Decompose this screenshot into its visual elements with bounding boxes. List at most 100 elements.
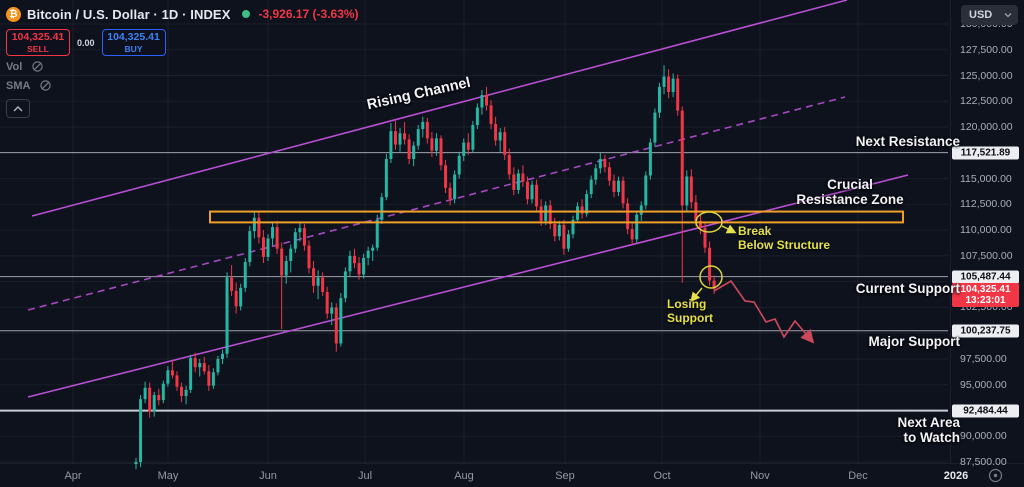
candle-body xyxy=(662,76,666,87)
price-tick-label: 122,500.00 xyxy=(960,95,1013,108)
candle-body xyxy=(498,132,502,141)
candle-body xyxy=(207,371,211,386)
candle-body xyxy=(380,197,384,220)
candle-body xyxy=(521,173,525,182)
candle-body xyxy=(143,387,147,400)
candle-body xyxy=(239,287,243,307)
candle-body xyxy=(403,133,407,140)
price-level-badge: 92,484.44 xyxy=(952,404,1019,418)
market-status-icon xyxy=(242,10,251,18)
candle-body xyxy=(184,389,188,397)
candle-body xyxy=(598,159,602,169)
time-axis-label: Jun xyxy=(259,470,277,482)
symbol-title[interactable]: Bitcoin / U.S. Dollar · 1D · INDEX xyxy=(27,6,231,22)
candle-body xyxy=(161,383,165,401)
candle-body xyxy=(289,248,293,262)
candle-body xyxy=(371,247,375,251)
time-axis-label: May xyxy=(157,470,179,482)
go-to-realtime-button[interactable] xyxy=(987,467,1004,484)
candle-body xyxy=(134,462,138,465)
annotation-line: to Watch xyxy=(903,430,961,445)
price-tick-label: 127,500.00 xyxy=(960,43,1013,56)
sma-indicator-label: SMA xyxy=(6,79,31,92)
candle-body xyxy=(325,291,329,314)
collapse-button[interactable] xyxy=(6,99,30,118)
annotation-line: Below Structure xyxy=(738,237,831,252)
indicator-row-sma: SMA xyxy=(6,77,359,94)
candle-body xyxy=(566,234,570,249)
annotation-line: Resistance Zone xyxy=(796,192,904,207)
time-axis-label: Aug xyxy=(454,470,474,482)
channel-line[interactable] xyxy=(31,0,848,217)
candle-body xyxy=(657,86,661,113)
candle-body xyxy=(680,110,684,206)
price-change: -3,926.17 (-3.63%) xyxy=(258,7,359,21)
buy-button[interactable]: 104,325.41 BUY xyxy=(101,29,166,56)
buy-price: 104,325.41 xyxy=(107,31,160,43)
candle-body xyxy=(202,363,206,372)
chevron-down-icon xyxy=(1004,13,1012,18)
last-price-badge: 104,325.41 13:23:01 xyxy=(952,282,1019,307)
candle-body xyxy=(248,231,252,263)
candle-body xyxy=(475,107,479,125)
time-axis[interactable]: Apr May Jun Jul Aug Sep Oct Nov Dec 2026 xyxy=(0,463,1024,487)
candle-body xyxy=(211,372,215,386)
candle-body xyxy=(676,78,680,111)
time-axis-label: Nov xyxy=(750,470,770,482)
price-tick-label: 115,000.00 xyxy=(960,172,1012,185)
price-tick-label: 95,000.00 xyxy=(960,378,1007,391)
candle-body xyxy=(671,78,675,93)
highlight-circle[interactable] xyxy=(695,211,723,233)
candle-body xyxy=(462,142,466,156)
bitcoin-logo-icon: ₿ xyxy=(6,6,21,22)
candle-body xyxy=(189,357,193,390)
price-axis[interactable]: 130,000.00127,500.00125,000.00122,500.00… xyxy=(950,0,1024,468)
candle-body xyxy=(280,248,284,276)
candle-body xyxy=(617,180,621,192)
candle-body xyxy=(594,168,598,180)
candle-body xyxy=(639,205,643,215)
candle-body xyxy=(261,237,265,257)
candle-body xyxy=(553,223,557,237)
currency-dropdown[interactable]: USD xyxy=(961,5,1018,25)
sell-button[interactable]: 104,325.41 SELL xyxy=(6,29,70,56)
eye-off-icon[interactable] xyxy=(31,60,44,73)
candle-body xyxy=(453,174,457,200)
candle-body xyxy=(471,124,475,150)
candle-body xyxy=(198,363,202,368)
projection-path[interactable] xyxy=(713,279,815,344)
eye-off-icon[interactable] xyxy=(39,79,52,92)
callout-arrow xyxy=(690,287,703,303)
candle-body xyxy=(293,232,297,249)
candle-body xyxy=(557,224,561,237)
annotation-line: Support xyxy=(667,310,713,325)
candle-body xyxy=(362,257,366,275)
annotation-next-resistance: Next Resistance xyxy=(855,134,960,149)
highlight-circle[interactable] xyxy=(699,265,723,289)
candle-body xyxy=(157,395,161,401)
candle-body xyxy=(603,159,607,168)
candle-body xyxy=(398,133,402,145)
candle-body xyxy=(170,370,174,376)
candle-body xyxy=(448,187,452,200)
price-level-badge: 105,487.44 xyxy=(952,270,1019,284)
channel-line[interactable] xyxy=(27,174,909,398)
candle-body xyxy=(576,206,580,220)
resistance-zone-box[interactable] xyxy=(209,210,904,224)
candle-body xyxy=(525,181,529,200)
candle-body xyxy=(352,255,356,264)
candle-body xyxy=(439,138,443,166)
candle-body xyxy=(630,229,634,240)
candle-body xyxy=(648,142,652,176)
candle-body xyxy=(434,138,438,151)
candle-body xyxy=(302,228,306,246)
annotation-line: Crucial xyxy=(827,177,873,192)
candle-body xyxy=(489,105,493,124)
channel-line[interactable] xyxy=(27,96,846,311)
price-level-badge: 117,521.89 xyxy=(952,146,1019,160)
candle-body xyxy=(393,131,397,145)
annotation-line: Losing xyxy=(667,297,707,311)
price-tick-label: 112,500.00 xyxy=(960,198,1012,211)
candle-body xyxy=(626,203,630,230)
